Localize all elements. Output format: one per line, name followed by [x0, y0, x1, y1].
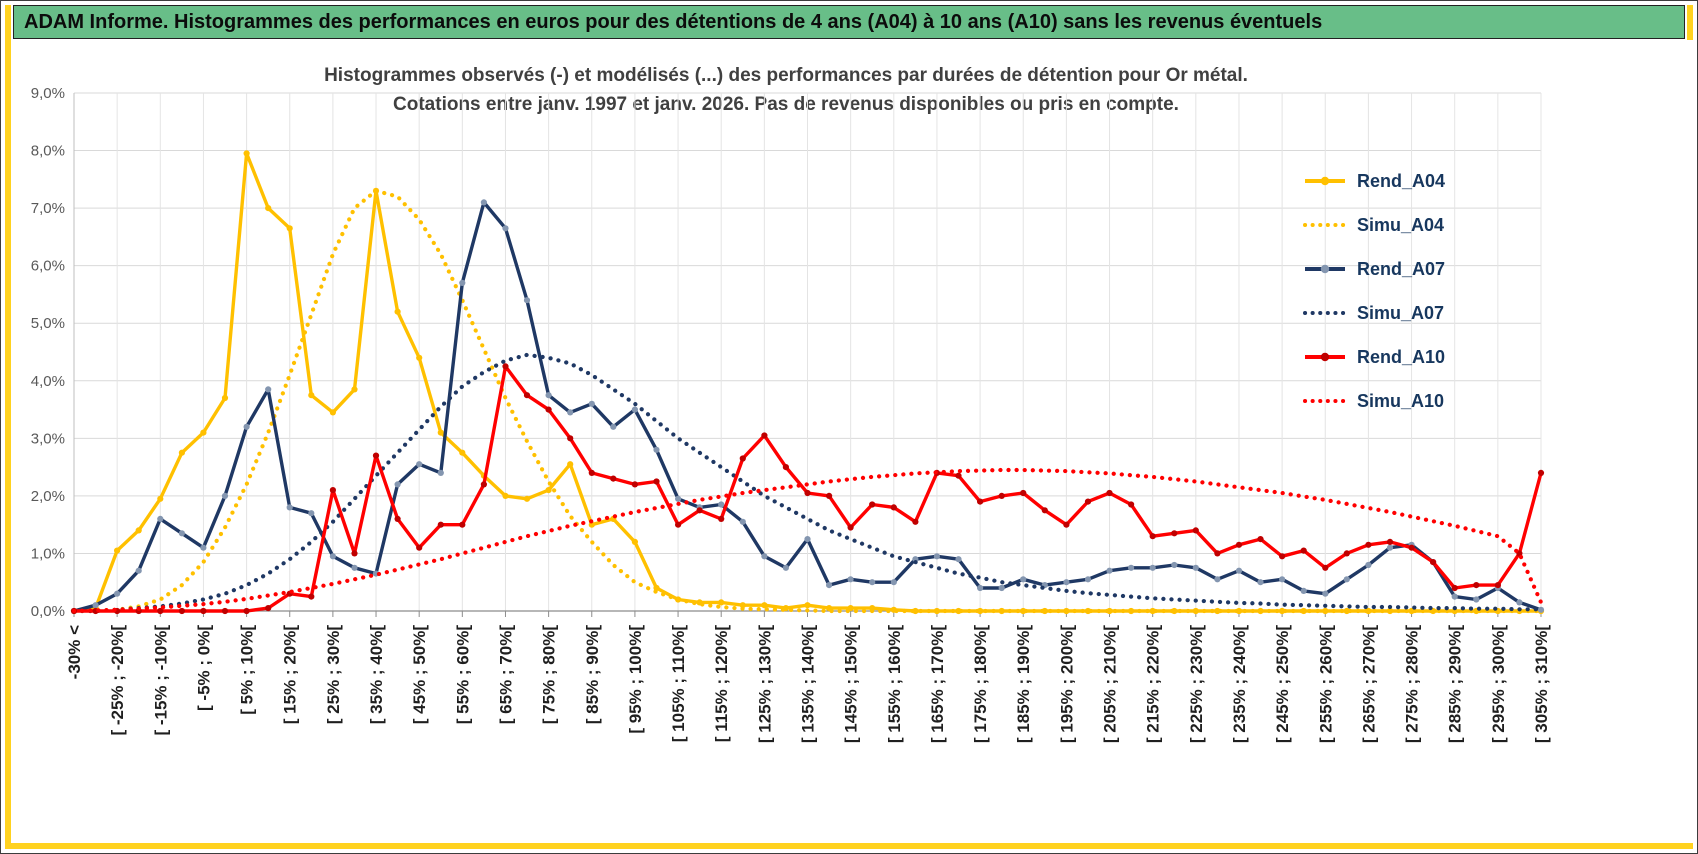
svg-text:[ 295% ; 300%[: [ 295% ; 300%[ [1489, 625, 1508, 743]
legend-item-simu-a10: Simu_A10 [1303, 379, 1493, 423]
yellow-frame-bottom [5, 843, 1693, 849]
legend-item-rend-a10: Rend_A10 [1303, 335, 1493, 379]
svg-text:[ -25% ; -20%[: [ -25% ; -20%[ [108, 625, 127, 736]
chart-legend: Rend_A04 Simu_A04 Rend_A07 Simu_A07 Rend… [1303, 159, 1493, 423]
svg-text:[ 165% ; 170%[: [ 165% ; 170%[ [928, 625, 947, 743]
svg-text:1,0%: 1,0% [31, 545, 65, 562]
legend-item-simu-a07: Simu_A07 [1303, 291, 1493, 335]
svg-text:[ 285% ; 290%[: [ 285% ; 290%[ [1446, 625, 1465, 743]
legend-label: Rend_A07 [1357, 258, 1446, 279]
svg-text:[ 45% ; 50%[: [ 45% ; 50%[ [410, 625, 429, 725]
legend-item-simu-a04: Simu_A04 [1303, 203, 1493, 247]
svg-text:[ 265% ; 270%[: [ 265% ; 270%[ [1359, 625, 1378, 743]
svg-text:[ 85% ; 90%[: [ 85% ; 90%[ [583, 625, 602, 725]
svg-text:[ 275% ; 280%[: [ 275% ; 280%[ [1403, 625, 1422, 743]
legend-label: Simu_A07 [1357, 302, 1445, 323]
svg-text:[ 225% ; 230%[: [ 225% ; 230%[ [1187, 625, 1206, 743]
svg-text:[ 95% ; 100%[: [ 95% ; 100%[ [626, 625, 645, 734]
svg-text:0,0%: 0,0% [31, 603, 65, 620]
svg-text:2,0%: 2,0% [31, 488, 65, 505]
chart-title-line2: Cotations entre janv. 1997 et janv. 2026… [393, 94, 1179, 115]
svg-text:[ 255% ; 260%[: [ 255% ; 260%[ [1316, 625, 1335, 743]
legend-line-sample [1303, 223, 1347, 227]
header-title: ADAM Informe. Histogrammes des performan… [24, 10, 1323, 33]
svg-text:[ 55% ; 60%[: [ 55% ; 60%[ [453, 625, 472, 725]
svg-text:[ 245% ; 250%[: [ 245% ; 250%[ [1273, 625, 1292, 743]
svg-text:[ 65% ; 70%[: [ 65% ; 70%[ [496, 625, 515, 725]
svg-text:6,0%: 6,0% [31, 258, 65, 275]
performance-histogram-chart: -30% < [ -25% ; -20%[ [ -15% ; -10%[ [ -5% … [31, 85, 1551, 743]
yellow-frame-top-right [1687, 5, 1693, 40]
svg-text:[ -5% ; 0%[: [ -5% ; 0%[ [194, 625, 213, 711]
header-bar: ADAM Informe. Histogrammes des performan… [13, 5, 1685, 39]
svg-text:[ 205% ; 210%[: [ 205% ; 210%[ [1101, 625, 1120, 743]
svg-text:[ -15% ; -10%[: [ -15% ; -10%[ [151, 625, 170, 736]
svg-text:[ 215% ; 220%[: [ 215% ; 220%[ [1144, 625, 1163, 743]
svg-text:3,0%: 3,0% [31, 430, 65, 447]
svg-text:[ 185% ; 190%[: [ 185% ; 190%[ [1014, 625, 1033, 743]
svg-text:[ 305% ; 310%[: [ 305% ; 310%[ [1532, 625, 1551, 743]
svg-text:[ 235% ; 240%[: [ 235% ; 240%[ [1230, 625, 1249, 743]
svg-text:[ 75% ; 80%[: [ 75% ; 80%[ [540, 625, 559, 725]
svg-text:[ 125% ; 130%[: [ 125% ; 130%[ [755, 625, 774, 743]
svg-text:4,0%: 4,0% [31, 373, 65, 390]
svg-text:[ 15% ; 20%[: [ 15% ; 20%[ [281, 625, 300, 725]
legend-line-sample [1305, 264, 1345, 274]
svg-text:[ 105% ; 110%[: [ 105% ; 110%[ [669, 625, 688, 743]
svg-text:[ 145% ; 150%[: [ 145% ; 150%[ [842, 625, 861, 743]
legend-line-sample [1305, 352, 1345, 362]
svg-text:[ 25% ; 30%[: [ 25% ; 30%[ [324, 625, 343, 725]
svg-text:[ 135% ; 140%[: [ 135% ; 140%[ [799, 625, 818, 743]
svg-text:8,0%: 8,0% [31, 143, 65, 160]
legend-label: Simu_A04 [1357, 214, 1445, 235]
chart-title-line1: Histogrammes observés (-) et modélisés (… [324, 65, 1248, 86]
legend-line-sample [1303, 399, 1347, 403]
svg-text:-30% <: -30% < [65, 625, 84, 679]
legend-line-sample [1303, 311, 1347, 315]
yellow-frame-left [5, 5, 11, 849]
svg-text:[ 175% ; 180%[: [ 175% ; 180%[ [971, 625, 990, 743]
legend-label: Simu_A10 [1357, 390, 1445, 411]
legend-item-rend-a04: Rend_A04 [1303, 159, 1493, 203]
svg-text:9,0%: 9,0% [31, 85, 65, 102]
legend-label: Rend_A04 [1357, 170, 1446, 191]
svg-text:[ 195% ; 200%[: [ 195% ; 200%[ [1057, 625, 1076, 743]
legend-item-rend-a07: Rend_A07 [1303, 247, 1493, 291]
svg-text:[ 155% ; 160%[: [ 155% ; 160%[ [885, 625, 904, 743]
legend-label: Rend_A10 [1357, 346, 1446, 367]
svg-text:[ 5% ; 10%[: [ 5% ; 10%[ [238, 625, 257, 715]
svg-text:7,0%: 7,0% [31, 200, 65, 217]
svg-text:5,0%: 5,0% [31, 315, 65, 332]
legend-line-sample [1305, 176, 1345, 186]
chart-title: Histogrammes observés (-) et modélisés (… [121, 61, 1451, 119]
svg-text:[ 35% ; 40%[: [ 35% ; 40%[ [367, 625, 386, 725]
svg-text:[ 115% ; 120%[: [ 115% ; 120%[ [712, 625, 731, 743]
